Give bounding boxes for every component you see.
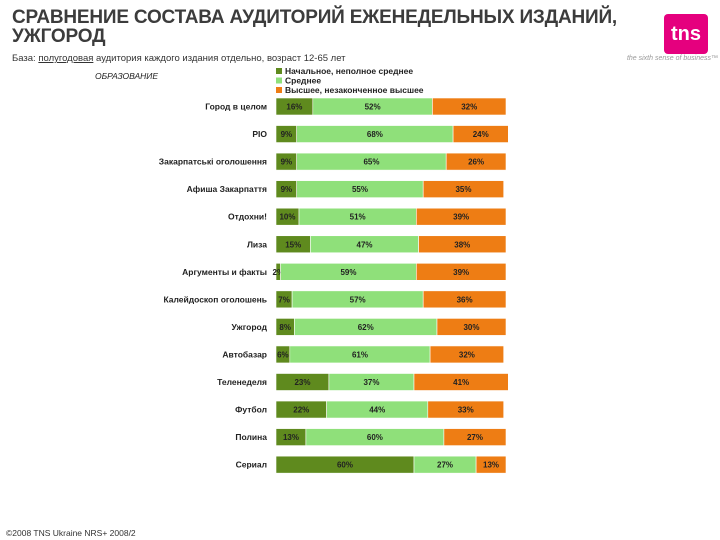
data-label: 32% (459, 350, 475, 359)
data-label: 62% (358, 323, 374, 332)
data-label: 16% (286, 103, 302, 112)
data-label: 55% (352, 185, 368, 194)
data-label: 39% (453, 268, 469, 277)
data-label: 47% (357, 240, 373, 249)
category-label: Полина (235, 432, 267, 442)
data-label: 35% (455, 185, 471, 194)
data-label: 37% (363, 378, 379, 387)
data-label: 7% (278, 295, 290, 304)
category-label: Ужгород (232, 322, 268, 332)
bar-segment (475, 455, 507, 474)
bar-segment (413, 373, 509, 391)
brand-tagline: the sixth sense of business™ (626, 55, 718, 62)
data-label: 22% (293, 406, 309, 415)
footer-copyright: ©2008 TNS Ukraine NRS+ 2008/2 (6, 528, 136, 538)
base-note: База: полугодовая аудитория каждого изда… (12, 53, 346, 64)
bar-segment (436, 318, 507, 336)
data-label: 13% (283, 433, 299, 442)
data-label: 57% (350, 295, 366, 304)
base-note-underlined: полугодовая (38, 53, 94, 64)
data-label: 27% (437, 461, 453, 470)
category-label: Аргументы и факты (182, 267, 267, 277)
data-label: 60% (367, 433, 383, 442)
data-label: 27% (467, 433, 483, 442)
legend-swatch (276, 87, 282, 93)
bar-segment (422, 180, 505, 198)
data-label: 15% (285, 240, 301, 249)
category-label: Закарпатські оголошення (159, 157, 267, 167)
data-label: 32% (461, 103, 477, 112)
data-label: 44% (369, 406, 385, 415)
data-label: 65% (363, 158, 379, 167)
data-label: 39% (453, 213, 469, 222)
bar-segment (429, 345, 505, 364)
legend-label: Высшее, незаконченное высшее (285, 85, 424, 95)
data-label: 9% (281, 185, 293, 194)
data-label: 9% (281, 130, 293, 139)
bar-segment (418, 235, 507, 254)
data-label: 6% (277, 350, 289, 359)
category-label: Калейдоскоп оголошень (163, 294, 267, 304)
base-note-rest: аудитория каждого издания отдельно, возр… (96, 53, 346, 64)
category-label: Афиша Закарпаття (187, 184, 267, 194)
data-label: 51% (350, 213, 366, 222)
legend-label: Среднее (285, 76, 321, 86)
data-label: 9% (281, 158, 293, 167)
data-label: 23% (294, 378, 310, 387)
category-label: Автобазар (222, 349, 267, 359)
legend-label: Начальное, неполное среднее (285, 66, 413, 76)
bar-segment (422, 290, 507, 309)
bar-segment (415, 207, 507, 226)
data-label: 52% (365, 103, 381, 112)
category-label: Лиза (247, 239, 267, 249)
data-label: 33% (458, 406, 474, 415)
data-label: 2% (273, 268, 285, 277)
base-note-prefix: База: (12, 53, 36, 64)
data-label: 59% (340, 268, 356, 277)
data-label: 30% (463, 323, 479, 332)
data-label: 36% (457, 295, 473, 304)
category-label: Отдохни! (228, 212, 267, 222)
bar-segment (432, 97, 507, 116)
tns-logo: tns (664, 14, 708, 54)
data-label: 26% (468, 158, 484, 167)
data-label: 38% (454, 240, 470, 249)
bar-segment (445, 152, 507, 171)
section-label: ОБРАЗОВАНИЕ (95, 71, 158, 81)
category-label: PIO (252, 129, 267, 139)
legend-swatch (276, 68, 282, 74)
data-label: 10% (279, 213, 295, 222)
category-label: Сериал (236, 460, 267, 470)
legend-swatch (276, 77, 282, 84)
bar-segment (427, 400, 504, 419)
bar-segment (415, 262, 507, 281)
data-label: 24% (473, 130, 489, 139)
data-label: 8% (279, 323, 291, 332)
bar-segment (452, 125, 509, 143)
data-label: 41% (453, 378, 469, 387)
data-label: 61% (352, 350, 368, 359)
category-label: Футбол (235, 405, 267, 415)
data-label: 60% (337, 461, 353, 470)
category-label: Город в целом (205, 102, 267, 112)
bar-segment (443, 428, 507, 446)
data-label: 68% (367, 130, 383, 139)
data-label: 13% (483, 461, 499, 470)
page-title: СРАВНЕНИЕ СОСТАВА АУДИТОРИЙ ЕЖЕНЕДЕЛЬНЫХ… (12, 7, 618, 47)
category-label: Теленеделя (217, 377, 267, 387)
